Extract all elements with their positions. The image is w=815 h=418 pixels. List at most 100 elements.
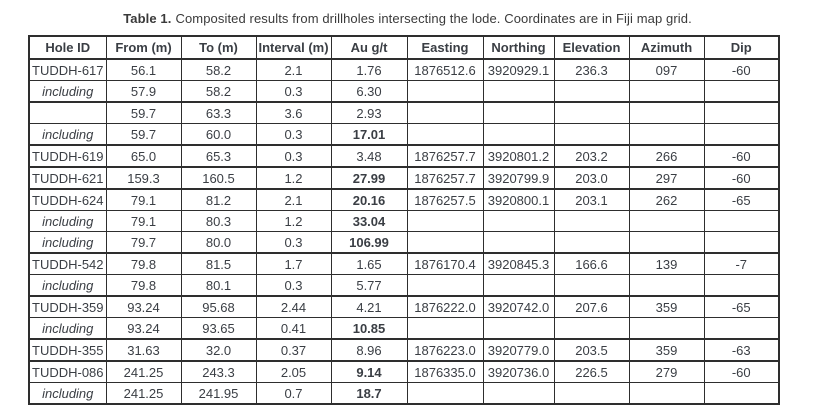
cell-northing xyxy=(482,210,555,232)
cell-au-g-t: 6.30 xyxy=(330,80,408,103)
cell-azimuth: 262 xyxy=(628,188,705,211)
cell-from-m: 31.63 xyxy=(105,338,182,362)
cell-easting: 1876170.4 xyxy=(406,252,484,275)
table-row: including 57.9 58.2 0.3 6.30 xyxy=(28,80,780,103)
cell-interval-m: 0.3 xyxy=(255,144,332,168)
cell-to-m: 243.3 xyxy=(180,360,257,383)
cell-easting: 1876512.6 xyxy=(406,58,484,81)
cell-northing: 3920799.9 xyxy=(482,166,555,190)
column-header-to-m: To (m) xyxy=(180,35,257,60)
cell-to-m: 93.65 xyxy=(180,317,257,340)
cell-azimuth: 297 xyxy=(628,166,705,190)
cell-azimuth xyxy=(628,274,705,297)
cell-dip xyxy=(703,274,780,297)
cell-from-m: 59.7 xyxy=(105,101,182,124)
cell-interval-m: 2.05 xyxy=(255,360,332,383)
cell-northing xyxy=(482,317,555,340)
table-body: TUDDH-617 56.1 58.2 2.1 1.76 1876512.6 3920929… xyxy=(28,58,780,405)
cell-dip: -7 xyxy=(703,252,780,275)
column-header-interval-m: Interval (m) xyxy=(255,35,332,60)
cell-from-m: 79.8 xyxy=(105,274,182,297)
cell-interval-m: 2.44 xyxy=(255,295,332,318)
cell-easting: 1876222.0 xyxy=(406,295,484,318)
table-row: including 79.1 80.3 1.2 33.04 xyxy=(28,210,780,232)
cell-elevation xyxy=(553,123,630,146)
column-header-northing: Northing xyxy=(482,35,555,60)
cell-from-m: 159.3 xyxy=(105,166,182,190)
cell-interval-m: 1.2 xyxy=(255,166,332,190)
cell-easting: 1876335.0 xyxy=(406,360,484,383)
cell-elevation xyxy=(553,101,630,124)
cell-au-g-t: 18.7 xyxy=(330,382,408,405)
cell-hole-id: TUDDH-359 xyxy=(28,295,107,318)
cell-interval-m: 1.2 xyxy=(255,210,332,232)
cell-interval-m: 0.41 xyxy=(255,317,332,340)
cell-au-g-t: 17.01 xyxy=(330,123,408,146)
cell-from-m: 56.1 xyxy=(105,58,182,81)
cell-easting xyxy=(406,101,484,124)
cell-easting xyxy=(406,123,484,146)
cell-northing xyxy=(482,101,555,124)
cell-to-m: 95.68 xyxy=(180,295,257,318)
table-row: TUDDH-086 241.25 243.3 2.05 9.14 1876335.0 392… xyxy=(28,360,780,383)
table-row: TUDDH-542 79.8 81.5 1.7 1.65 1876170.4 3920845… xyxy=(28,252,780,275)
cell-northing xyxy=(482,382,555,405)
cell-from-m: 93.24 xyxy=(105,317,182,340)
cell-to-m: 241.95 xyxy=(180,382,257,405)
cell-azimuth xyxy=(628,210,705,232)
cell-easting xyxy=(406,231,484,254)
cell-elevation: 203.2 xyxy=(553,144,630,168)
cell-dip xyxy=(703,123,780,146)
cell-dip xyxy=(703,231,780,254)
cell-au-g-t: 10.85 xyxy=(330,317,408,340)
cell-au-g-t: 4.21 xyxy=(330,295,408,318)
table-row: including 59.7 60.0 0.3 17.01 xyxy=(28,123,780,146)
cell-hole-id: including xyxy=(28,123,107,146)
cell-easting: 1876257.7 xyxy=(406,166,484,190)
cell-elevation xyxy=(553,231,630,254)
column-header-dip: Dip xyxy=(703,35,780,60)
cell-azimuth: 097 xyxy=(628,58,705,81)
cell-from-m: 59.7 xyxy=(105,123,182,146)
cell-hole-id: including xyxy=(28,382,107,405)
cell-to-m: 80.3 xyxy=(180,210,257,232)
cell-northing: 3920800.1 xyxy=(482,188,555,211)
cell-azimuth: 359 xyxy=(628,295,705,318)
cell-hole-id: TUDDH-621 xyxy=(28,166,107,190)
cell-hole-id: including xyxy=(28,231,107,254)
cell-elevation: 226.5 xyxy=(553,360,630,383)
cell-au-g-t: 3.48 xyxy=(330,144,408,168)
cell-to-m: 160.5 xyxy=(180,166,257,190)
cell-from-m: 57.9 xyxy=(105,80,182,103)
cell-azimuth: 139 xyxy=(628,252,705,275)
drillhole-results-table: Hole ID From (m) To (m) Interval (m) Au g/t E… xyxy=(28,35,780,405)
cell-au-g-t: 2.93 xyxy=(330,101,408,124)
table-header: Hole ID From (m) To (m) Interval (m) Au g/t E… xyxy=(28,35,780,60)
cell-northing: 3920736.0 xyxy=(482,360,555,383)
table-row: including 79.7 80.0 0.3 106.99 xyxy=(28,231,780,254)
cell-easting xyxy=(406,80,484,103)
cell-azimuth xyxy=(628,123,705,146)
cell-elevation xyxy=(553,317,630,340)
cell-interval-m: 0.3 xyxy=(255,123,332,146)
cell-au-g-t: 1.76 xyxy=(330,58,408,81)
table-caption-label: Table 1. xyxy=(123,11,172,26)
table-row: including 241.25 241.95 0.7 18.7 xyxy=(28,382,780,405)
table-row: TUDDH-619 65.0 65.3 0.3 3.48 1876257.7 3920801… xyxy=(28,144,780,168)
cell-to-m: 80.0 xyxy=(180,231,257,254)
cell-dip: -65 xyxy=(703,295,780,318)
cell-dip xyxy=(703,80,780,103)
cell-from-m: 241.25 xyxy=(105,360,182,383)
cell-northing: 3920742.0 xyxy=(482,295,555,318)
cell-northing: 3920801.2 xyxy=(482,144,555,168)
cell-hole-id: TUDDH-542 xyxy=(28,252,107,275)
cell-to-m: 81.2 xyxy=(180,188,257,211)
cell-interval-m: 2.1 xyxy=(255,188,332,211)
cell-azimuth: 279 xyxy=(628,360,705,383)
cell-to-m: 58.2 xyxy=(180,80,257,103)
cell-au-g-t: 106.99 xyxy=(330,231,408,254)
cell-au-g-t: 20.16 xyxy=(330,188,408,211)
cell-elevation: 203.5 xyxy=(553,338,630,362)
cell-from-m: 65.0 xyxy=(105,144,182,168)
table-row: 59.7 63.3 3.6 2.93 xyxy=(28,101,780,124)
